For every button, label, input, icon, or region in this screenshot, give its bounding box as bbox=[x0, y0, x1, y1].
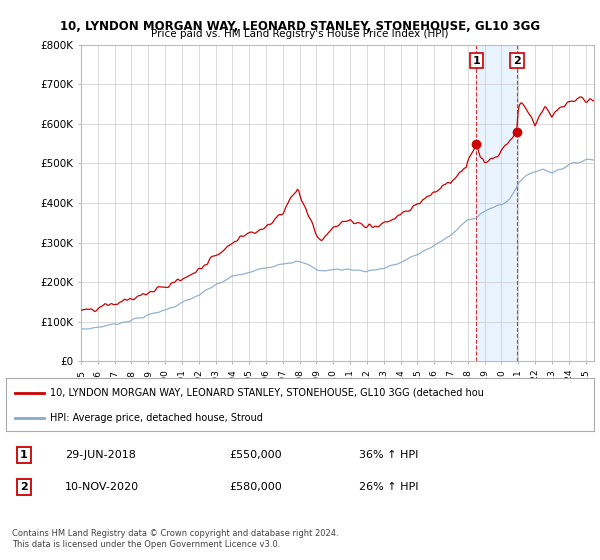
Text: 10-NOV-2020: 10-NOV-2020 bbox=[65, 482, 139, 492]
Text: 26% ↑ HPI: 26% ↑ HPI bbox=[359, 482, 418, 492]
Text: 2: 2 bbox=[20, 482, 28, 492]
Text: Price paid vs. HM Land Registry's House Price Index (HPI): Price paid vs. HM Land Registry's House … bbox=[151, 29, 449, 39]
Text: £580,000: £580,000 bbox=[229, 482, 282, 492]
Bar bbox=[476, 45, 517, 361]
Text: Contains HM Land Registry data © Crown copyright and database right 2024.
This d: Contains HM Land Registry data © Crown c… bbox=[12, 529, 338, 549]
Text: 10, LYNDON MORGAN WAY, LEONARD STANLEY, STONEHOUSE, GL10 3GG (detached hou: 10, LYNDON MORGAN WAY, LEONARD STANLEY, … bbox=[50, 388, 484, 398]
Text: 29-JUN-2018: 29-JUN-2018 bbox=[65, 450, 136, 460]
Text: 36% ↑ HPI: 36% ↑ HPI bbox=[359, 450, 418, 460]
Text: HPI: Average price, detached house, Stroud: HPI: Average price, detached house, Stro… bbox=[50, 413, 263, 423]
Text: 2: 2 bbox=[513, 55, 521, 66]
Text: 1: 1 bbox=[472, 55, 480, 66]
Text: 1: 1 bbox=[20, 450, 28, 460]
Text: £550,000: £550,000 bbox=[229, 450, 282, 460]
Text: 10, LYNDON MORGAN WAY, LEONARD STANLEY, STONEHOUSE, GL10 3GG: 10, LYNDON MORGAN WAY, LEONARD STANLEY, … bbox=[60, 20, 540, 32]
